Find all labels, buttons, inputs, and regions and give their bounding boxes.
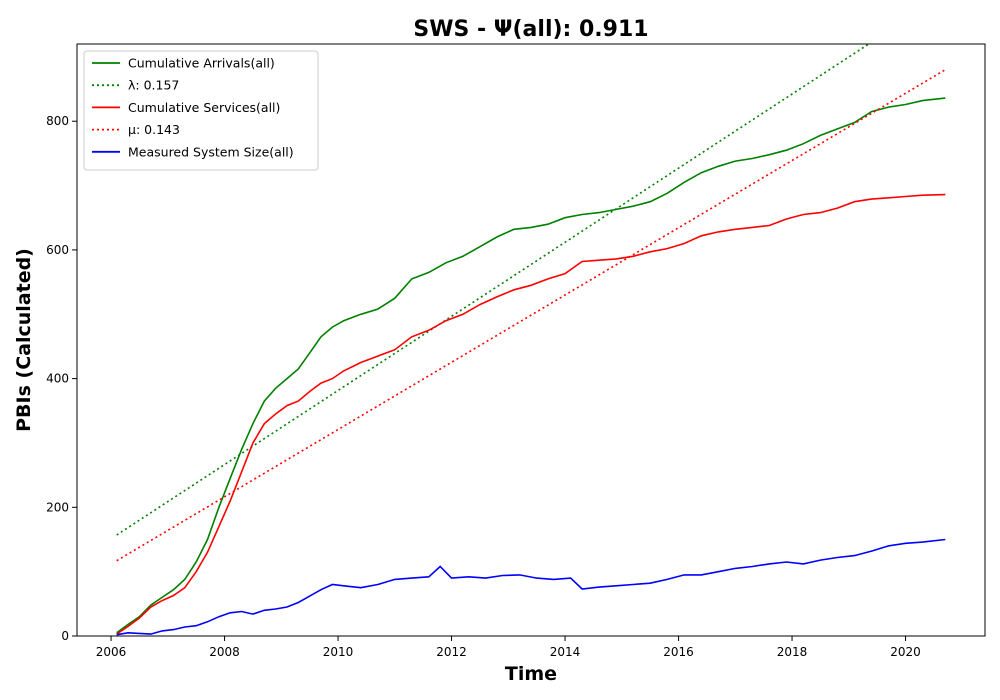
x-tick-label: 2016: [663, 645, 694, 659]
x-axis-label: Time: [505, 663, 557, 685]
y-tick-label: 0: [61, 629, 69, 643]
plot-frame: [76, 43, 986, 637]
y-tick-label: 800: [46, 114, 69, 128]
x-tick-label: 2018: [777, 645, 808, 659]
y-axis-label: PBIs (Calculated): [13, 248, 35, 432]
legend-label: Cumulative Arrivals(all): [128, 56, 275, 71]
x-tick-label: 2014: [550, 645, 581, 659]
y-tick-label: 400: [46, 372, 69, 386]
series-line-0: [116, 97, 946, 634]
series-layer: [116, 44, 946, 636]
legend-label: λ: 0.157: [128, 78, 179, 93]
y-tick-label: 200: [46, 500, 69, 514]
plot-area: [76, 43, 986, 637]
legend: Cumulative Arrivals(all) λ: 0.157 Cumulati…: [83, 50, 319, 171]
x-tick-label: 2006: [96, 645, 127, 659]
legend-box: [83, 50, 319, 171]
x-tick-label: 2012: [436, 645, 467, 659]
legend-label: Cumulative Services(all): [128, 100, 280, 115]
series-line-3: [116, 69, 946, 562]
series-line-2: [116, 193, 946, 635]
x-axis-ticks: 2006 2008 2010 2012 2014 2016 2018 2020: [96, 636, 921, 659]
legend-label: μ: 0.143: [128, 122, 180, 137]
series-line-4: [116, 538, 946, 636]
x-tick-label: 2010: [323, 645, 354, 659]
y-axis-ticks: 0 200 400 600 800: [46, 114, 77, 643]
x-tick-label: 2020: [890, 645, 921, 659]
y-tick-label: 600: [46, 243, 69, 257]
x-tick-label: 2008: [209, 645, 240, 659]
chart-title: SWS - Ψ(all): 0.911: [413, 17, 648, 42]
legend-label: Measured System Size(all): [128, 144, 294, 159]
